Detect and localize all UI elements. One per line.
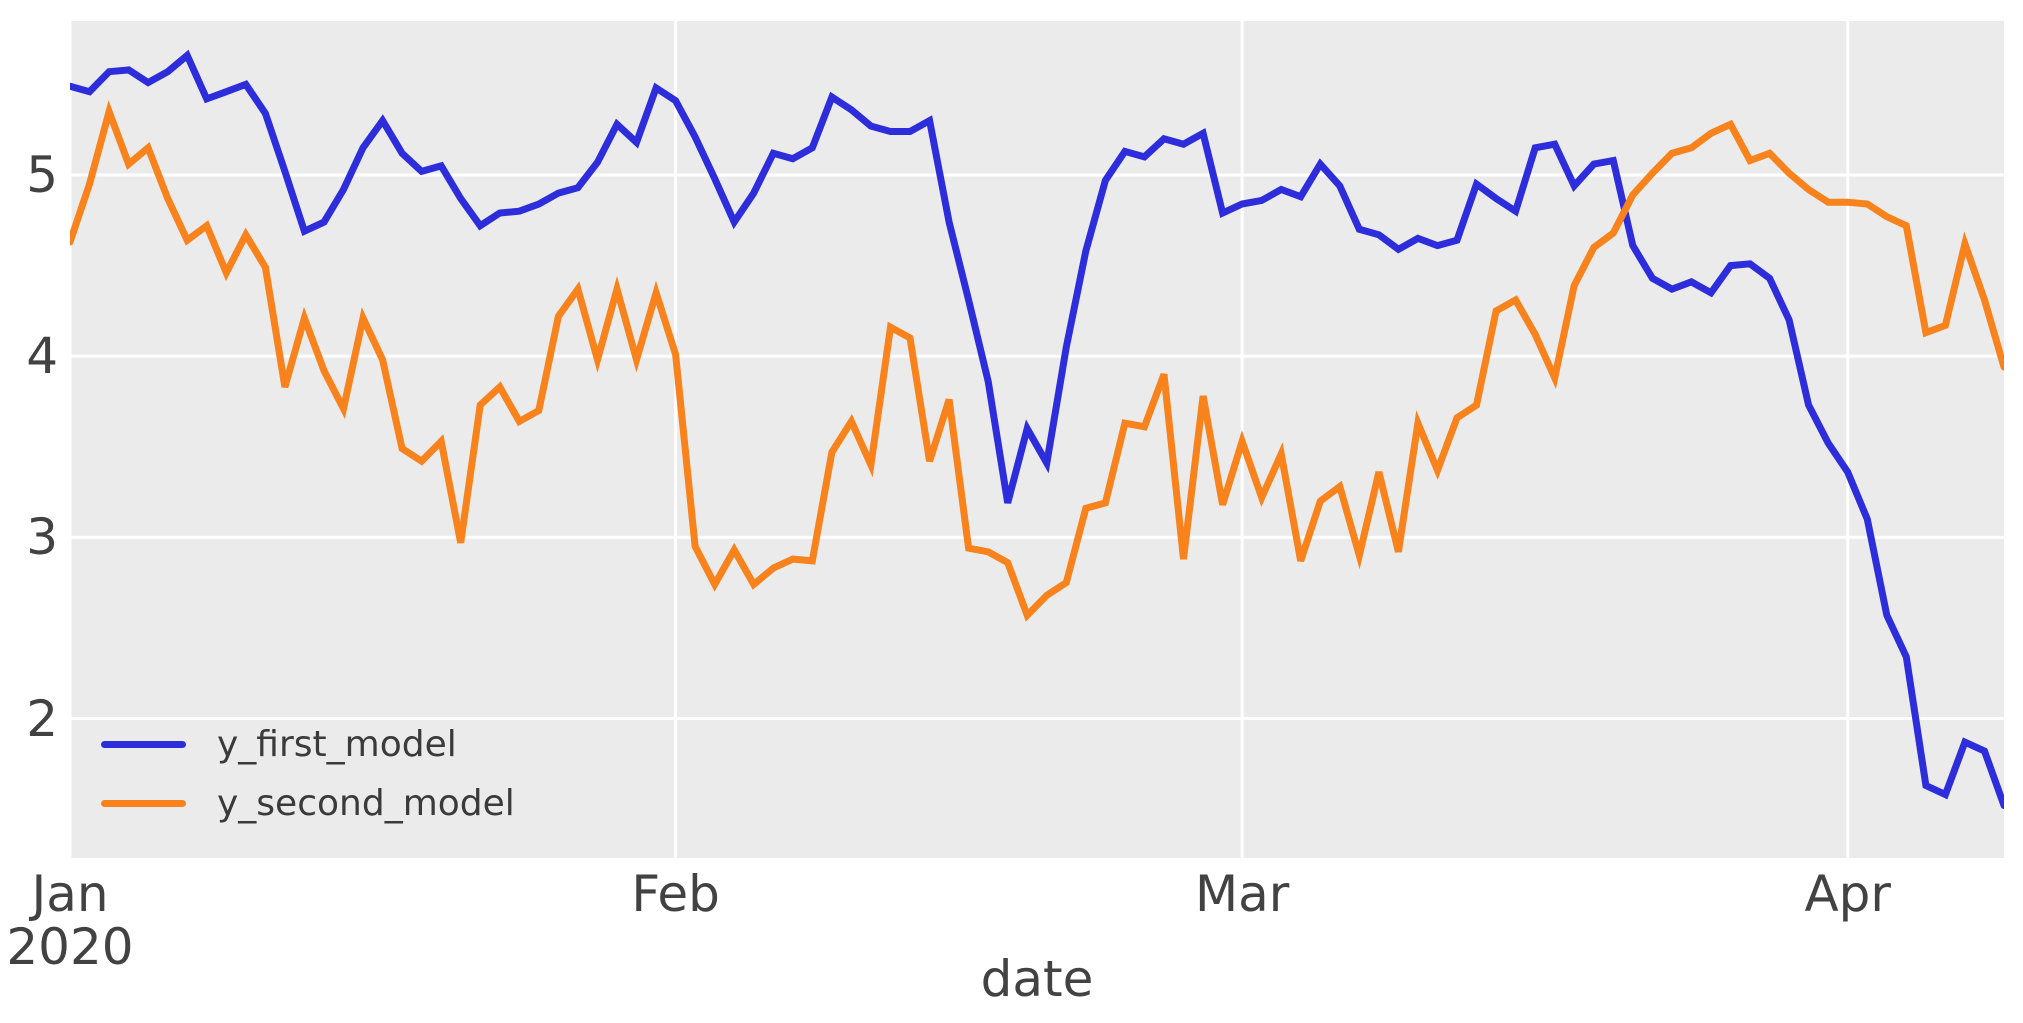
y-tick-label: 4	[26, 327, 58, 386]
y-tick-label: 5	[26, 145, 58, 204]
y-tick-label: 2	[26, 689, 58, 748]
legend-entry-y_first_model: y_first_model	[101, 722, 457, 766]
legend-entry-y_second_model: y_second_model	[101, 781, 515, 825]
plot-area	[70, 21, 2004, 858]
legend-label: y_first_model	[217, 723, 457, 765]
series-line-y_first_model	[70, 49, 2004, 809]
series-line-y_second_model	[70, 100, 2004, 622]
legend-label: y_second_model	[217, 782, 515, 824]
x-tick-label: Apr	[1804, 865, 1891, 923]
x-tick-label: Feb	[631, 865, 720, 923]
legend-line-sample-icon	[101, 799, 186, 807]
x-axis-title: date	[980, 950, 1094, 1008]
x-tick-label: Mar	[1194, 865, 1290, 923]
legend-line-sample-icon	[101, 740, 186, 748]
x-tick-label: Jan 2020	[6, 865, 134, 976]
chart-canvas	[70, 21, 2004, 858]
y-tick-label: 3	[26, 508, 58, 567]
